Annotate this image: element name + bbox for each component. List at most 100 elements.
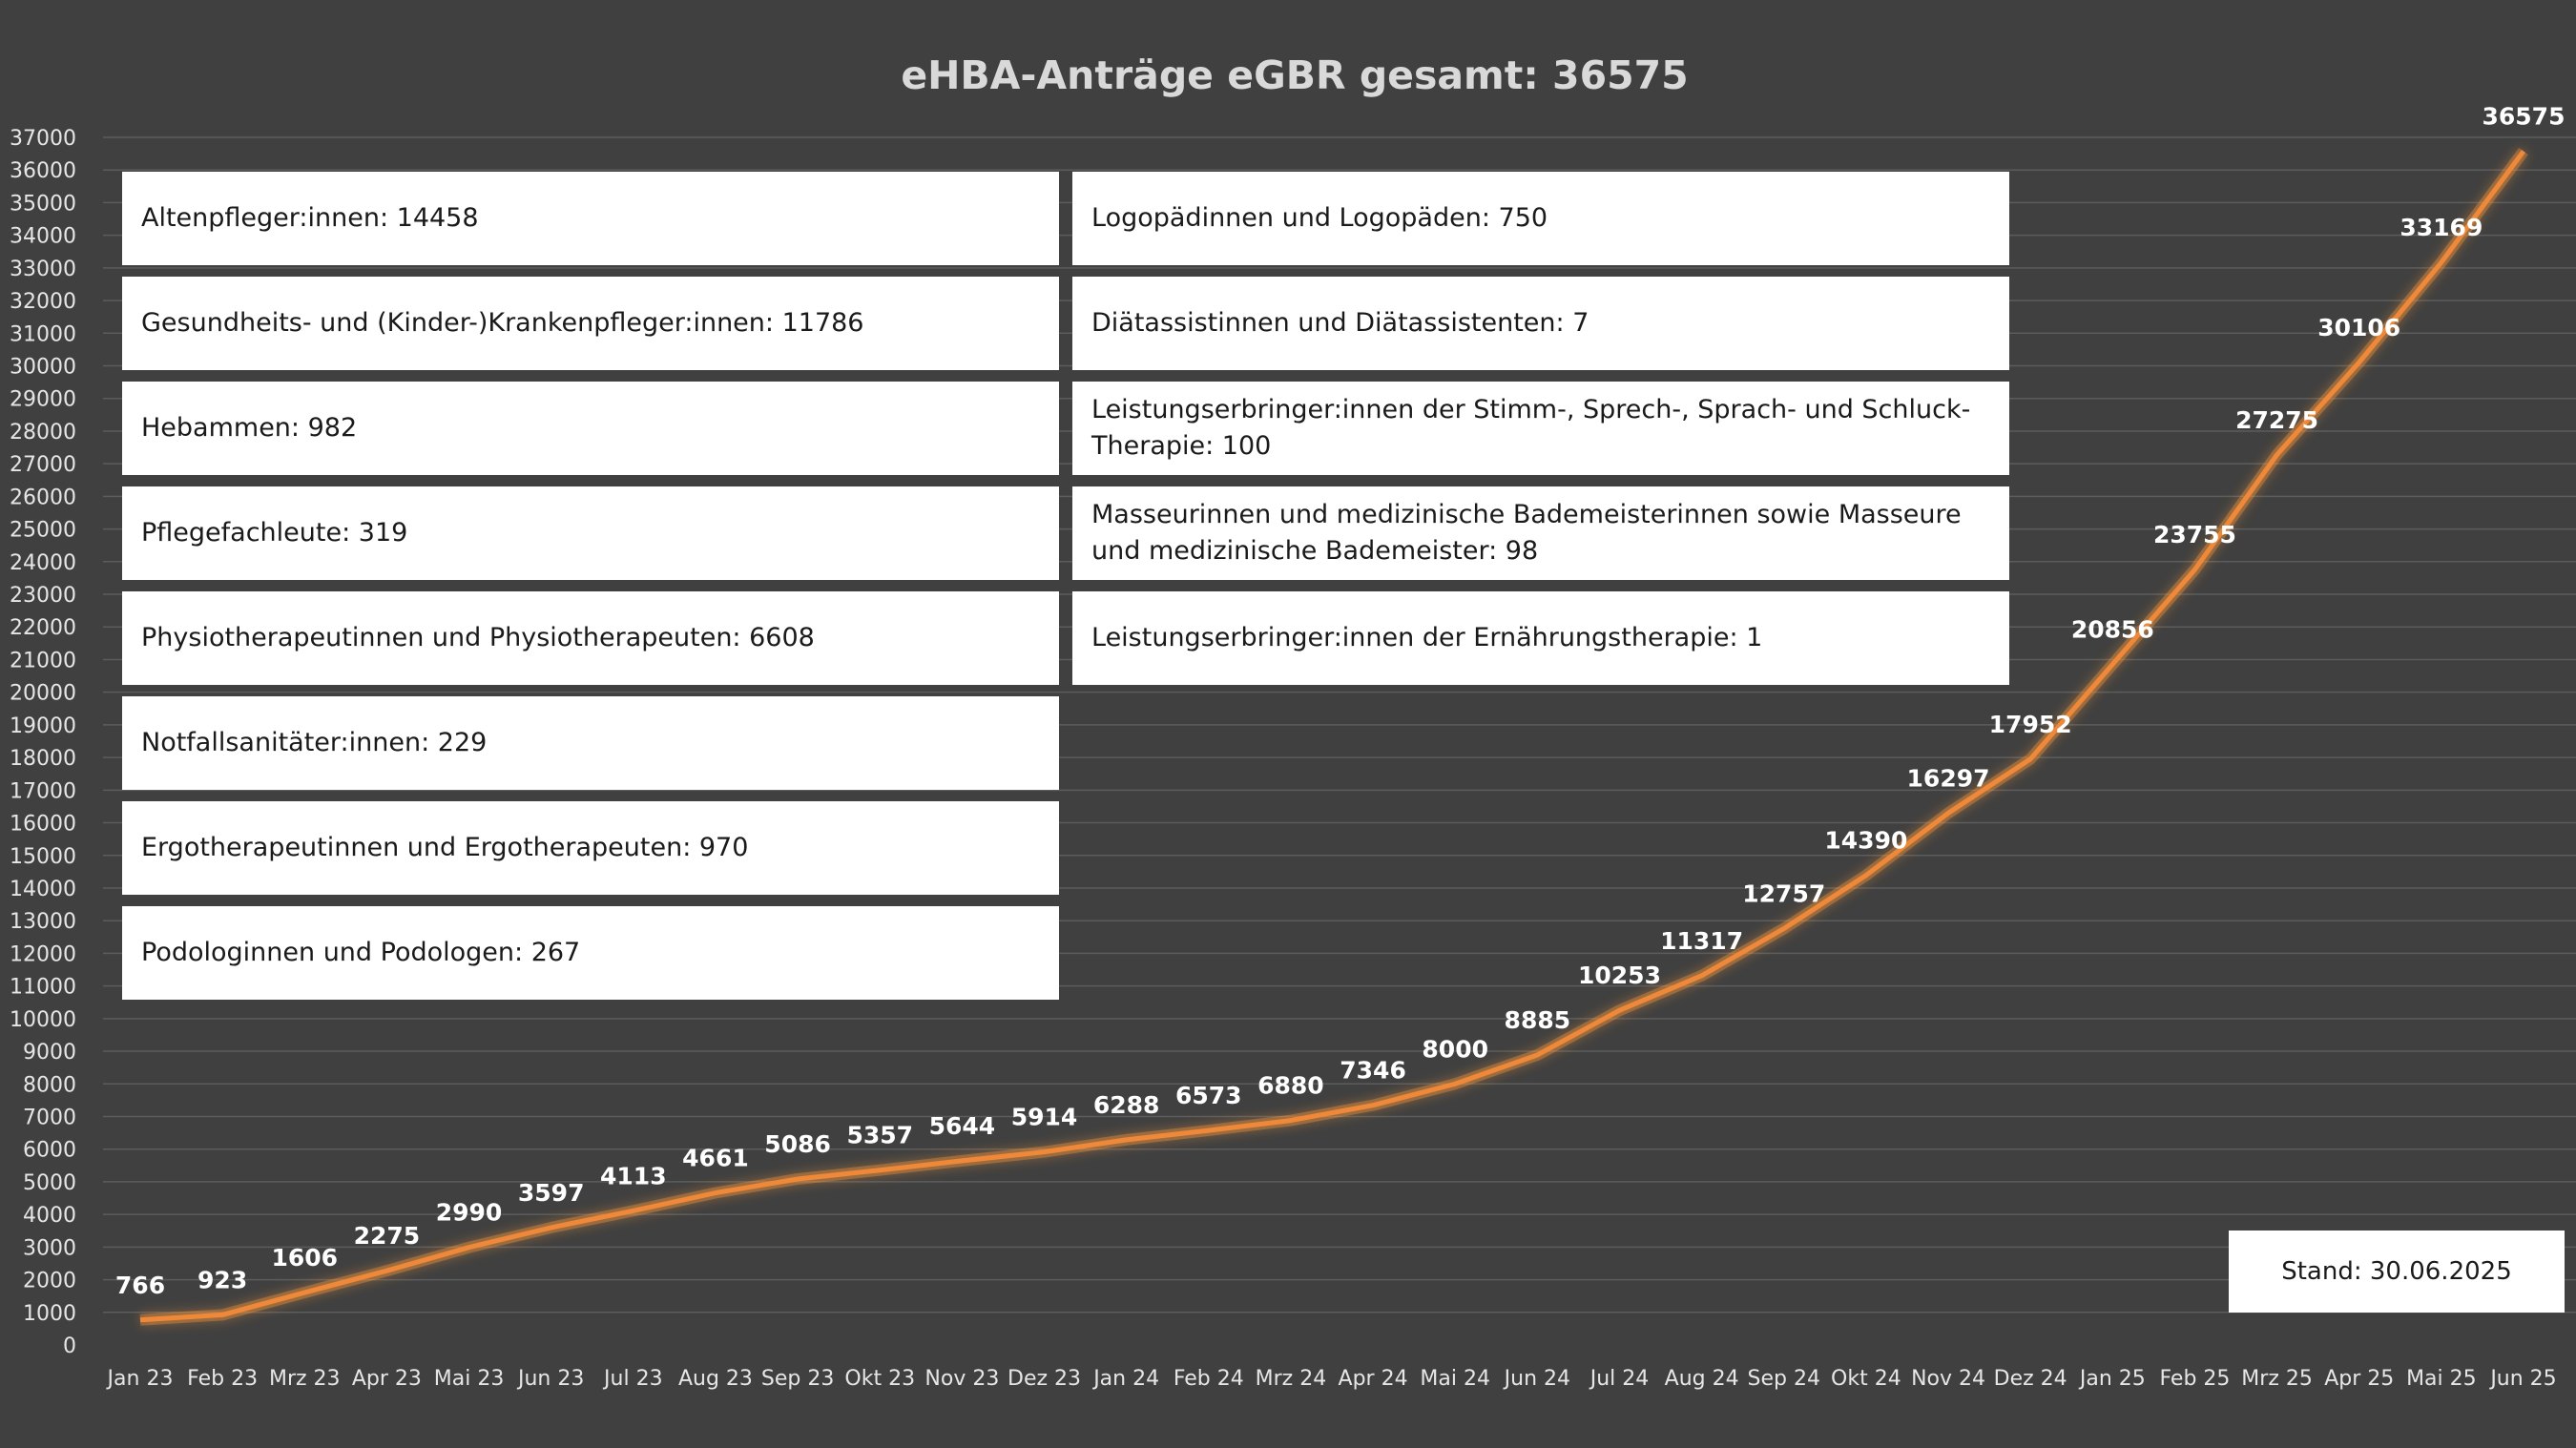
x-tick-label: Apr 23 <box>352 1367 422 1391</box>
x-tick-label: Jul 23 <box>602 1367 663 1391</box>
x-tick-label: Nov 23 <box>924 1367 999 1391</box>
right-annotation-text: Masseurinnen und medizinische Bademeiste… <box>1091 500 1962 566</box>
series-line <box>139 150 2526 1323</box>
data-label: 11317 <box>1660 927 1743 955</box>
data-label: 923 <box>197 1266 247 1293</box>
left-annotation-text: Pflegefachleute: 319 <box>141 518 408 548</box>
y-tick-label: 26000 <box>10 486 76 509</box>
data-label: 6288 <box>1093 1091 1160 1119</box>
y-tick-label: 36000 <box>10 159 76 183</box>
data-label: 10253 <box>1578 962 1661 989</box>
x-tick-label: Okt 23 <box>844 1367 915 1391</box>
right-annotation-text: Leistungserbringer:innen der Ernährungst… <box>1091 623 1763 652</box>
data-label: 12757 <box>1742 880 1825 908</box>
y-tick-label: 9000 <box>23 1041 76 1065</box>
left-annotation-text: Hebammen: 982 <box>141 413 358 443</box>
x-axis-ticks: Jan 23 Feb 23 Mrz 23 Apr 23 Mai 23 Jun 23 Jul … <box>106 1367 2557 1391</box>
right-annotation-box: Diätassistinnen und Diätassistenten: 7 <box>1072 277 2009 370</box>
x-tick-label: Jan 24 <box>1091 1367 1159 1391</box>
data-label: 766 <box>115 1272 165 1299</box>
data-label: 4113 <box>600 1162 667 1189</box>
y-tick-label: 5000 <box>23 1171 76 1195</box>
left-annotation-box: Physiotherapeutinnen und Physiotherapeut… <box>122 591 1059 685</box>
data-label: 14390 <box>1824 827 1907 855</box>
data-label: 5644 <box>929 1112 996 1140</box>
x-tick-label: Jul 24 <box>1589 1367 1650 1391</box>
left-annotation-box: Altenpfleger:innen: 14458 <box>122 172 1059 265</box>
data-label: 5357 <box>846 1122 913 1149</box>
right-annotation-box: Leistungserbringer:innen der Ernährungst… <box>1072 591 2009 685</box>
y-tick-label: 23000 <box>10 584 76 608</box>
left-annotation-box: Hebammen: 982 <box>122 382 1059 475</box>
right-annotation-box: Logopädinnen und Logopäden: 750 <box>1072 172 2009 265</box>
y-tick-label: 28000 <box>10 421 76 445</box>
data-label: 27275 <box>2235 406 2318 434</box>
x-tick-label: Jan 25 <box>2078 1367 2146 1391</box>
x-tick-label: Feb 25 <box>2159 1367 2230 1391</box>
data-label: 3597 <box>518 1179 585 1207</box>
data-labels: 766 923 1606 2275 2990 3597 4113 4661 5086 5357 56… <box>115 103 2566 1299</box>
y-tick-label: 32000 <box>10 290 76 314</box>
y-tick-label: 31000 <box>10 322 76 346</box>
x-tick-label: Sep 24 <box>1748 1367 1820 1391</box>
y-tick-label: 3000 <box>23 1236 76 1260</box>
y-tick-label: 35000 <box>10 192 76 216</box>
y-tick-label: 37000 <box>10 127 76 151</box>
x-tick-label: Dez 24 <box>1994 1367 2067 1391</box>
left-annotation-box: Notfallsanitäter:innen: 229 <box>122 696 1059 790</box>
x-tick-label: Apr 25 <box>2324 1367 2394 1391</box>
right-annotation-text: Logopädinnen und Logopäden: 750 <box>1091 203 1548 233</box>
data-label: 8885 <box>1505 1006 1571 1034</box>
data-label: 20856 <box>2071 615 2154 643</box>
left-annotation-text: Notfallsanitäter:innen: 229 <box>141 728 488 757</box>
x-tick-label: Jun 24 <box>1503 1367 1570 1391</box>
y-tick-label: 8000 <box>23 1073 76 1097</box>
left-annotation-text: Ergotherapeutinnen und Ergotherapeuten: … <box>141 833 749 862</box>
y-tick-label: 16000 <box>10 813 76 837</box>
data-label: 6573 <box>1175 1082 1242 1109</box>
stand-date-box: Stand: 30.06.2025 <box>2229 1231 2565 1313</box>
x-tick-label: Mai 24 <box>1420 1367 1490 1391</box>
x-tick-label: Dez 23 <box>1008 1367 1081 1391</box>
data-label: 16297 <box>1907 764 1990 792</box>
right-annotation-text: Leistungserbringer:innen der Stimm-, Spr… <box>1091 395 1971 461</box>
y-tick-label: 30000 <box>10 356 76 380</box>
left-annotation-box: Ergotherapeutinnen und Ergotherapeuten: … <box>122 801 1059 895</box>
y-tick-label: 15000 <box>10 845 76 869</box>
right-annotation-box: Leistungserbringer:innen der Stimm-, Spr… <box>1072 382 2009 475</box>
y-tick-label: 33000 <box>10 258 76 281</box>
y-tick-label: 34000 <box>10 225 76 249</box>
data-label: 4661 <box>682 1145 749 1172</box>
y-tick-label: 7000 <box>23 1106 76 1129</box>
y-tick-label: 27000 <box>10 453 76 477</box>
x-tick-label: Aug 24 <box>1665 1367 1739 1391</box>
stand-date-label: Stand: 30.06.2025 <box>2281 1257 2512 1286</box>
data-label: 23755 <box>2153 521 2236 548</box>
data-label: 2990 <box>436 1199 503 1227</box>
left-annotation-box: Gesundheits- und (Kinder-)Krankenpfleger… <box>122 277 1059 370</box>
left-annotation-box: Pflegefachleute: 319 <box>122 486 1059 580</box>
left-annotation-text: Altenpfleger:innen: 14458 <box>141 203 479 233</box>
data-label: 2275 <box>354 1222 421 1250</box>
left-annotation-text: Physiotherapeutinnen und Physiotherapeut… <box>141 623 815 652</box>
y-tick-label: 18000 <box>10 747 76 771</box>
data-label: 30106 <box>2317 314 2400 341</box>
x-tick-label: Apr 24 <box>1339 1367 1408 1391</box>
x-tick-label: Mrz 24 <box>1256 1367 1327 1391</box>
y-tick-label: 25000 <box>10 519 76 543</box>
chart-title: eHBA-Anträge eGBR gesamt: 36575 <box>901 52 1688 98</box>
y-tick-label: 19000 <box>10 714 76 738</box>
y-tick-label: 11000 <box>10 976 76 1000</box>
y-tick-label: 21000 <box>10 649 76 672</box>
data-label: 36575 <box>2483 103 2566 131</box>
x-tick-label: Jun 23 <box>516 1367 584 1391</box>
x-tick-label: Mrz 23 <box>269 1367 341 1391</box>
x-tick-label: Okt 24 <box>1831 1367 1901 1391</box>
left-annotation-text: Gesundheits- und (Kinder-)Krankenpfleger… <box>141 308 864 338</box>
y-tick-label: 17000 <box>10 779 76 803</box>
data-label: 5914 <box>1011 1104 1078 1131</box>
left-annotation-box: Podologinnen und Podologen: 267 <box>122 906 1059 1000</box>
x-tick-label: Aug 23 <box>678 1367 753 1391</box>
x-tick-label: Mai 23 <box>434 1367 505 1391</box>
data-label: 1606 <box>271 1244 338 1272</box>
